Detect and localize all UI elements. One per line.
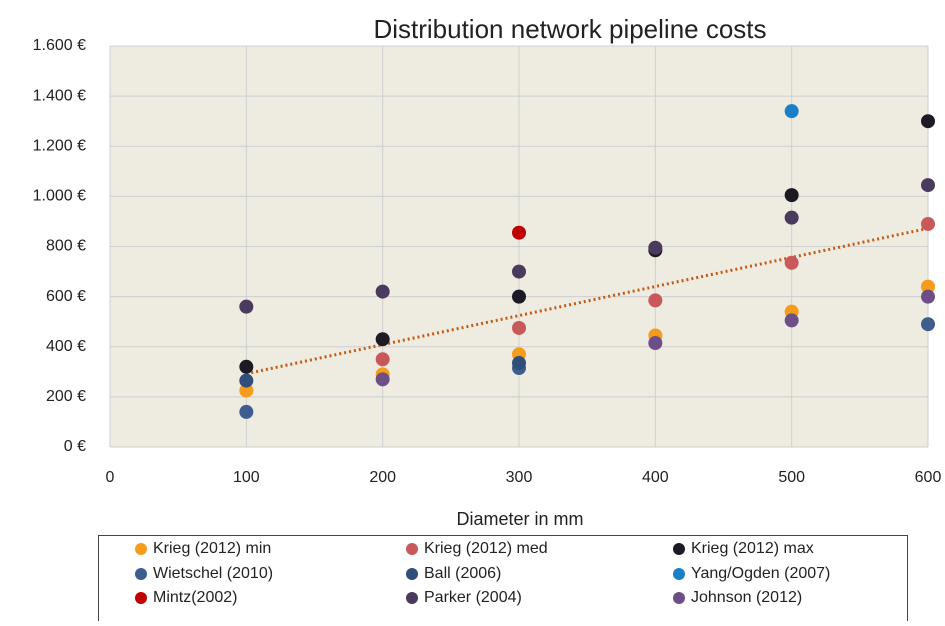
legend-marker	[673, 568, 685, 580]
point	[512, 264, 526, 279]
y-tick-label: 1.400 €	[33, 87, 86, 104]
point	[784, 313, 799, 328]
y-tick-label: 800 €	[46, 238, 86, 255]
x-tick-label: 200	[369, 469, 396, 486]
point	[239, 383, 254, 398]
y-tick-label: 600 €	[46, 288, 86, 305]
point	[921, 317, 935, 332]
point	[921, 216, 935, 231]
x-tick-label: 600	[915, 469, 942, 486]
legend-label: Ball (2006)	[424, 565, 501, 582]
legend-label: Krieg (2012) max	[691, 540, 814, 557]
y-tick-label: 1.000 €	[33, 188, 86, 205]
point	[784, 104, 799, 119]
legend-label: Yang/Ogden (2007)	[691, 565, 830, 582]
point	[648, 293, 663, 308]
point	[512, 320, 526, 335]
y-tick-label: 200 €	[46, 388, 86, 405]
point	[921, 178, 935, 193]
legend-label: Wietschel (2010)	[153, 565, 273, 582]
point	[512, 289, 526, 304]
x-tick-label: 500	[778, 469, 805, 486]
point	[784, 188, 799, 203]
point	[648, 335, 663, 350]
point	[239, 359, 254, 374]
x-tick-label: 300	[506, 469, 533, 486]
point	[784, 255, 799, 270]
legend-marker	[673, 592, 685, 604]
legend-marker	[135, 568, 147, 580]
point	[375, 372, 390, 387]
point	[921, 289, 935, 304]
y-tick-label: 400 €	[46, 338, 86, 355]
legend-marker	[406, 592, 418, 604]
legend-marker	[135, 543, 147, 555]
point	[921, 114, 935, 129]
point	[239, 373, 254, 388]
point	[512, 356, 526, 371]
legend	[98, 535, 908, 626]
legend-label: Parker (2004)	[424, 589, 522, 606]
point	[375, 332, 390, 347]
legend-label: Johnson (2012)	[691, 589, 802, 606]
y-tick-label: 0 €	[64, 438, 86, 455]
x-tick-label: 400	[642, 469, 669, 486]
point	[921, 279, 935, 294]
point	[512, 225, 526, 240]
point	[784, 210, 799, 225]
point	[375, 284, 390, 299]
legend-marker	[135, 592, 147, 604]
trend-line	[246, 226, 929, 376]
legend-label: Krieg (2012) min	[153, 540, 271, 557]
x-axis-label: Diameter in mm	[456, 509, 583, 529]
legend-label: Mintz(2002)	[153, 589, 237, 606]
x-tick-label: 100	[233, 469, 260, 486]
point	[239, 404, 254, 419]
legend-marker	[673, 543, 685, 555]
legend-label: Krieg (2012) med	[424, 540, 548, 557]
point	[375, 352, 390, 367]
legend-marker	[406, 543, 418, 555]
chart-title: Distribution network pipeline costs	[373, 14, 766, 44]
x-tick-label: 0	[106, 469, 115, 486]
point	[239, 299, 254, 314]
y-tick-label: 1.600 €	[33, 37, 86, 54]
point	[648, 240, 663, 255]
legend-marker	[406, 568, 418, 580]
y-tick-label: 1.200 €	[33, 137, 86, 154]
